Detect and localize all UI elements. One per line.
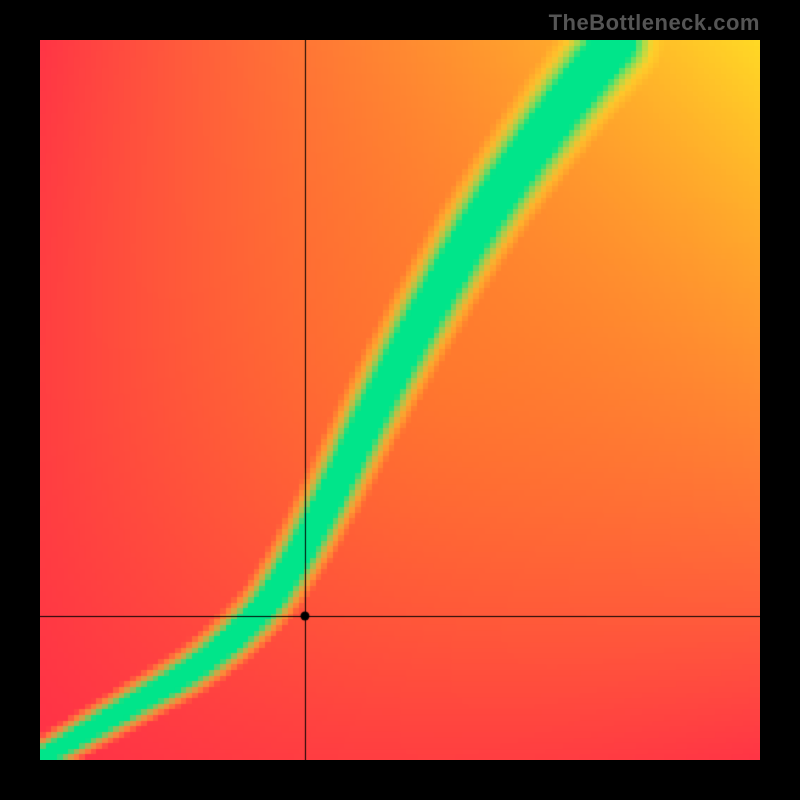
watermark-label: TheBottleneck.com <box>549 10 760 36</box>
heatmap-plot <box>40 40 760 760</box>
